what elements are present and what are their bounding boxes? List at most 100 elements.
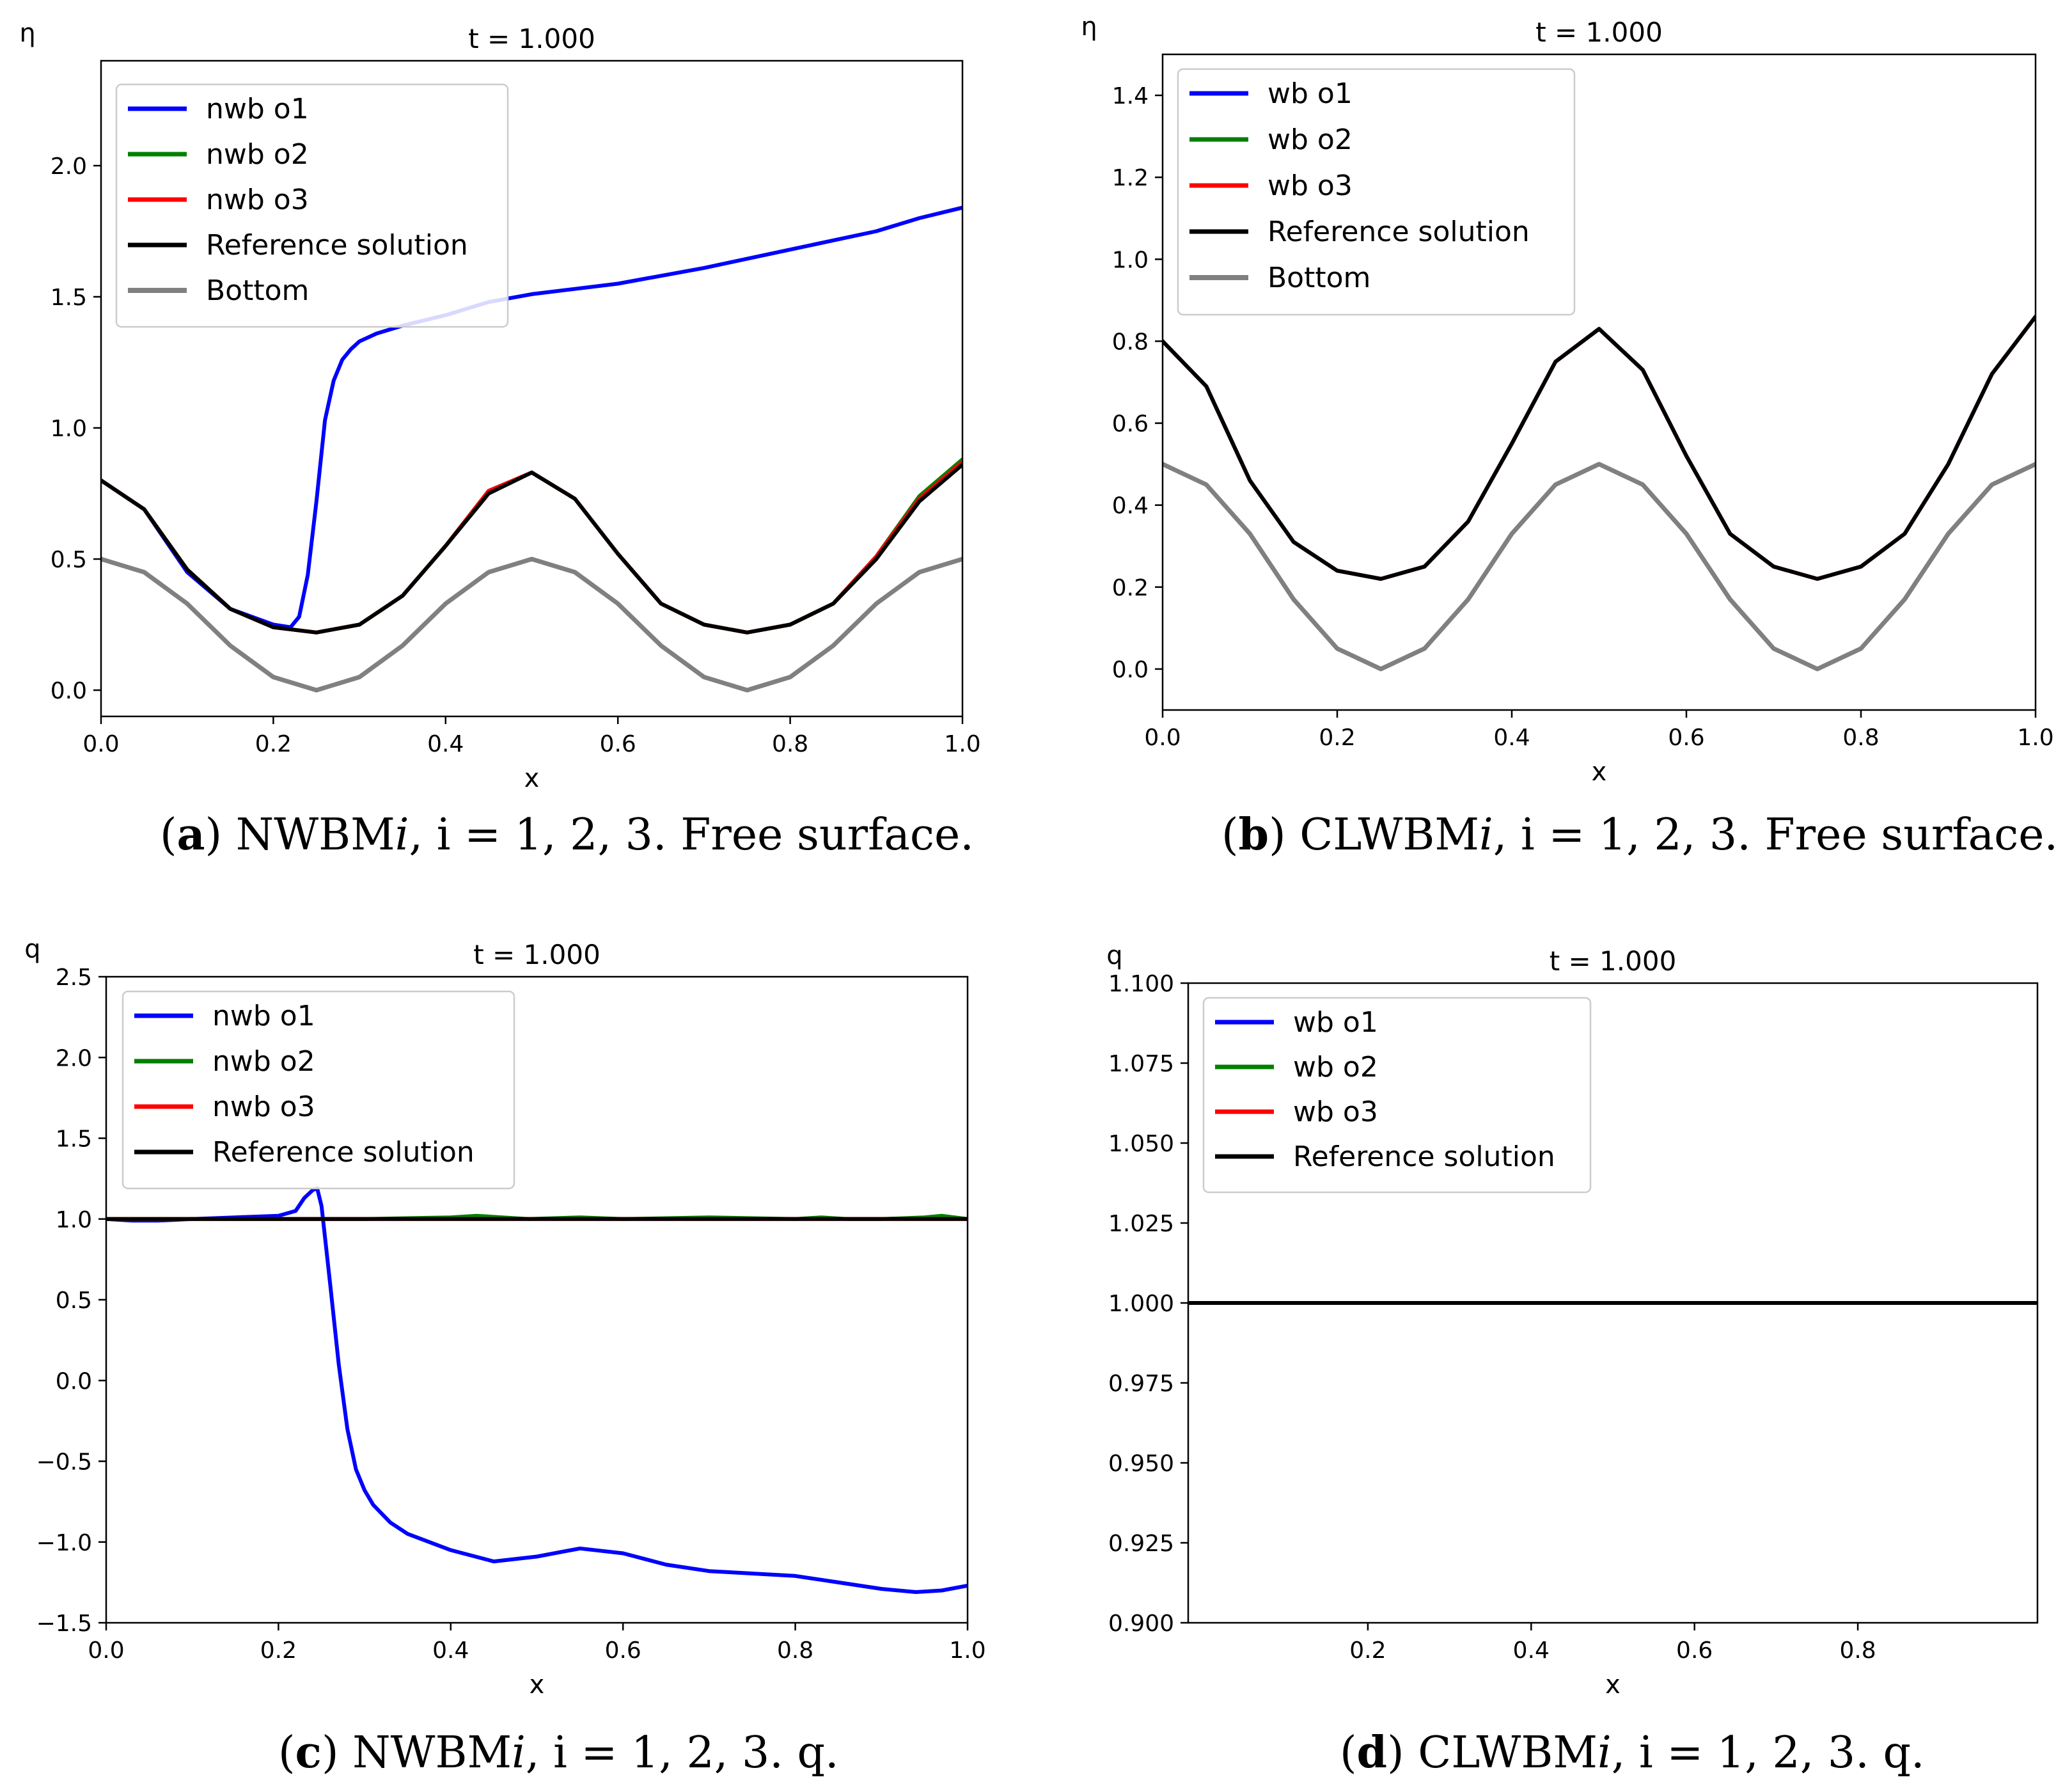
x-axis-label: x	[524, 764, 540, 793]
legend-label: Bottom	[206, 274, 309, 307]
y-tick-label: 2.0	[56, 1045, 92, 1071]
legend: wb o1 wb o2 wb o3 Reference solution	[1202, 997, 1592, 1194]
legend-label: wb o2	[1293, 1051, 1378, 1084]
plot-frame	[1161, 53, 2037, 711]
legend-label: wb o1	[1268, 77, 1353, 110]
chart-c: 0.0 0.2 0.4 0.6 0.8 1.0 −1.5 −1.0 −0.5 0.0 0.5 1.0 1…	[24, 935, 985, 1700]
x-tick-label: 0.4	[432, 1637, 469, 1664]
caption-a: (a) NWBMi, i = 1, 2, 3. Free surface.	[160, 809, 974, 860]
y-tick-label: 1.100	[1108, 971, 1174, 997]
y-tick-label: 0.925	[1108, 1531, 1174, 1557]
x-tick-label: 0.6	[1676, 1637, 1713, 1664]
chart-title: t = 1.000	[473, 939, 600, 970]
chart-a: 0.0 0.2 0.4 0.6 0.8 1.0 0.0 0.5 1.0 1.5 2.0 t = 1.0…	[19, 19, 980, 793]
legend-label: nwb o3	[206, 184, 309, 216]
legend-label: Reference solution	[212, 1136, 475, 1169]
y-tick-label: 1.0	[56, 1207, 92, 1233]
y-tick-label: 0.2	[1112, 575, 1149, 601]
x-tick-label: 0.2	[260, 1637, 297, 1664]
y-tick-label: 0.900	[1108, 1611, 1174, 1637]
legend-label: nwb o3	[212, 1091, 315, 1123]
x-tick-label: 0.4	[1493, 725, 1530, 751]
y-tick-label: 0.5	[56, 1288, 92, 1314]
x-tick-label: 0.0	[1144, 725, 1181, 751]
x-tick-label: 1.0	[944, 731, 980, 757]
y-axis-label: η	[19, 19, 35, 48]
legend-label: wb o3	[1268, 170, 1353, 202]
y-axis-label: η	[1081, 12, 1097, 42]
x-tick-label: 0.6	[605, 1637, 641, 1664]
x-tick-label: 0.2	[1319, 725, 1355, 751]
legend: nwb o1 nwb o2 nwb o3 Reference solution Bott…	[115, 83, 509, 328]
chart-title: t = 1.000	[1550, 945, 1677, 977]
x-tick-label: 0.4	[427, 731, 464, 757]
x-tick-label: 1.0	[949, 1637, 985, 1664]
caption-d: (d) CLWBMi, i = 1, 2, 3. q.	[1340, 1727, 1925, 1778]
x-tick-label: 1.0	[2017, 725, 2053, 751]
y-tick-label: 1.000	[1108, 1291, 1174, 1317]
series-group	[106, 1186, 968, 1594]
y-tick-label: −1.0	[36, 1530, 92, 1556]
y-tick-label: 0.0	[51, 678, 87, 704]
x-tick-label: 0.2	[1349, 1637, 1386, 1664]
series-line-0	[106, 1186, 968, 1594]
y-tick-label: 1.2	[1112, 165, 1149, 191]
legend-label: Reference solution	[1293, 1140, 1555, 1173]
x-axis-label: x	[1592, 757, 1607, 787]
x-axis-label: x	[1605, 1670, 1621, 1700]
y-tick-label: 0.975	[1108, 1371, 1174, 1397]
legend-label: wb o1	[1293, 1006, 1378, 1039]
y-tick-label: 1.4	[1112, 83, 1149, 109]
y-tick-label: 1.0	[51, 416, 87, 442]
legend-label: nwb o2	[206, 138, 309, 171]
y-tick-label: −1.5	[36, 1611, 92, 1637]
series-line-4	[1163, 462, 2036, 672]
x-tick-label: 0.4	[1513, 1637, 1550, 1664]
x-tick-label: 0.8	[772, 731, 808, 757]
x-tick-label: 0.0	[88, 1637, 124, 1664]
y-tick-label: 1.5	[56, 1126, 92, 1153]
legend-label: nwb o1	[206, 93, 309, 125]
y-tick-label: 0.5	[51, 547, 87, 573]
y-tick-label: 1.075	[1108, 1051, 1174, 1077]
legend: nwb o1 nwb o2 nwb o3 Reference solution	[122, 990, 515, 1190]
y-tick-label: 1.0	[1112, 247, 1149, 273]
legend-box	[122, 990, 515, 1190]
x-tick-label: 0.6	[600, 731, 636, 757]
legend-box	[115, 83, 509, 328]
y-tick-label: 0.0	[56, 1368, 92, 1394]
caption-b: (b) CLWBMi, i = 1, 2, 3. Free surface.	[1221, 809, 2059, 860]
plot-frame	[100, 59, 964, 718]
y-tick-label: 0.950	[1108, 1451, 1174, 1477]
x-tick-label: 0.0	[82, 731, 119, 757]
series-line-3	[101, 462, 962, 635]
legend-label: wb o3	[1293, 1096, 1378, 1128]
y-tick-label: 1.5	[51, 285, 87, 311]
y-tick-label: −0.5	[36, 1449, 92, 1476]
x-tick-label: 0.2	[255, 731, 292, 757]
y-tick-label: 0.8	[1112, 329, 1149, 355]
y-axis-label: q	[1106, 941, 1122, 970]
x-tick-label: 0.8	[777, 1637, 813, 1664]
y-axis-label: q	[24, 935, 40, 964]
y-tick-label: 0.6	[1112, 411, 1149, 438]
legend: wb o1 wb o2 wb o3 Reference solution Bottom	[1177, 68, 1576, 316]
series-group	[101, 205, 962, 693]
legend-label: Reference solution	[206, 229, 468, 262]
y-tick-label: 1.050	[1108, 1131, 1174, 1157]
legend-label: Reference solution	[1268, 216, 1530, 248]
y-tick-label: 2.5	[56, 965, 92, 991]
x-tick-label: 0.8	[1839, 1637, 1876, 1664]
series-line-0	[101, 205, 962, 629]
legend-label: nwb o1	[212, 1000, 315, 1032]
series-line-4	[101, 556, 962, 693]
series-line-3	[1163, 315, 2036, 581]
x-tick-label: 0.6	[1668, 725, 1704, 751]
caption-c: (c) NWBMi, i = 1, 2, 3. q.	[278, 1727, 839, 1778]
legend-label: Bottom	[1268, 262, 1370, 294]
y-tick-label: 1.025	[1108, 1211, 1174, 1237]
x-tick-label: 0.8	[1842, 725, 1879, 751]
y-tick-label: 0.0	[1112, 657, 1149, 683]
chart-b: 0.0 0.2 0.4 0.6 0.8 1.0 0.0 0.2 0.4 0.6 0.8 1.0 1.2 1…	[1081, 12, 2053, 787]
